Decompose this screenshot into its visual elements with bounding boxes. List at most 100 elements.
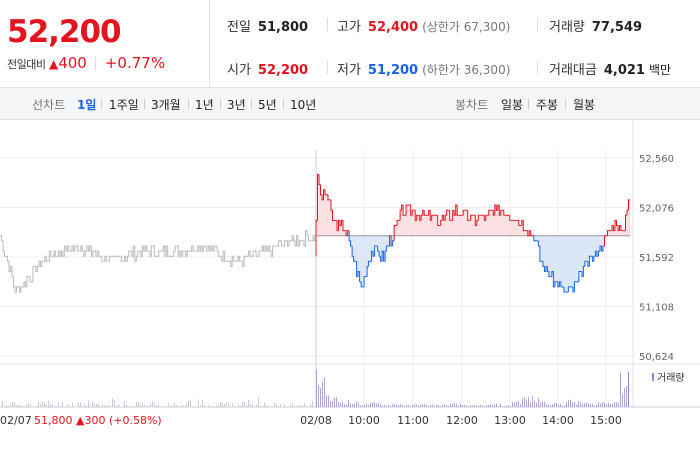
volume-bar bbox=[598, 402, 599, 407]
down-line-segment bbox=[366, 265, 369, 277]
low-price: 저가 51,200 (하한가 36,300) bbox=[337, 59, 510, 78]
volume-bar bbox=[284, 404, 285, 407]
tab-3year[interactable]: 3년 bbox=[227, 98, 246, 112]
area-segment bbox=[620, 230, 623, 236]
area-segment bbox=[535, 235, 538, 241]
up-line-segment bbox=[431, 214, 434, 221]
volume-bar bbox=[616, 402, 617, 407]
volume-bar bbox=[100, 406, 101, 407]
area-segment bbox=[451, 220, 454, 236]
area-segment bbox=[391, 235, 393, 246]
area-segment bbox=[349, 235, 351, 241]
area-segment bbox=[394, 225, 396, 236]
high-price: 고가 52,400 (상한가 67,300) bbox=[337, 16, 510, 35]
up-line-segment bbox=[500, 209, 503, 216]
down-line-segment bbox=[563, 286, 566, 293]
area-segment bbox=[602, 235, 605, 246]
area-segment bbox=[383, 235, 386, 262]
volume-bar bbox=[378, 403, 379, 407]
volume-bar bbox=[358, 402, 359, 407]
area-segment bbox=[386, 235, 389, 246]
area-segment bbox=[440, 220, 443, 236]
area-segment bbox=[584, 235, 587, 262]
divider bbox=[327, 18, 328, 31]
volume-bar bbox=[344, 404, 345, 407]
volume-bar bbox=[508, 405, 509, 407]
area-segment bbox=[443, 220, 446, 236]
tab-monthly-candle[interactable]: 월봉 bbox=[573, 98, 596, 112]
volume-bar bbox=[220, 402, 221, 407]
volume-bar bbox=[382, 405, 383, 407]
area-segment bbox=[508, 215, 511, 236]
area-segment bbox=[428, 210, 431, 236]
area-segment bbox=[340, 225, 342, 236]
area-segment bbox=[491, 210, 494, 236]
volume-bar bbox=[226, 401, 227, 407]
prev-close: 전일 51,800 bbox=[227, 16, 308, 35]
area-segment bbox=[470, 215, 473, 236]
volume-bar bbox=[372, 402, 373, 407]
up-line-segment bbox=[628, 199, 630, 211]
volume-bar bbox=[532, 395, 533, 407]
tab-5year[interactable]: 5년 bbox=[258, 98, 277, 112]
up-line-segment bbox=[485, 214, 488, 221]
volume-bar bbox=[258, 397, 259, 407]
area-segment bbox=[344, 230, 347, 236]
volume-bar bbox=[592, 403, 593, 407]
volume-bar bbox=[212, 406, 213, 407]
volume-bar bbox=[264, 402, 265, 407]
tab-daily-candle[interactable]: 일봉 bbox=[501, 98, 524, 112]
area-segment bbox=[422, 210, 425, 236]
y-tick-label: 52,076 bbox=[639, 204, 674, 215]
high-value: 52,400 bbox=[367, 20, 419, 35]
area-segment bbox=[593, 235, 596, 257]
volume-bar bbox=[564, 405, 565, 407]
tab-1week[interactable]: 1주일 bbox=[109, 98, 139, 112]
tab-3month[interactable]: 3개월 bbox=[151, 98, 181, 112]
area-segment bbox=[337, 230, 339, 236]
area-segment bbox=[565, 235, 568, 292]
area-segment bbox=[455, 205, 458, 236]
volume-bar bbox=[340, 402, 341, 407]
volume-bar bbox=[460, 404, 461, 407]
volume-bar bbox=[14, 402, 15, 407]
area-segment bbox=[373, 235, 375, 257]
area-segment bbox=[469, 220, 472, 236]
volume-bar bbox=[222, 402, 223, 407]
area-segment bbox=[580, 235, 583, 272]
volume-bar bbox=[112, 398, 113, 407]
prev-day-summary: 51,800 ▲300 (+0.58%) bbox=[34, 414, 162, 427]
up-line-segment bbox=[336, 220, 339, 232]
volume-bar bbox=[392, 404, 393, 407]
tab-10year[interactable]: 10년 bbox=[290, 98, 317, 112]
volume-bar bbox=[184, 406, 185, 407]
up-line-segment bbox=[327, 194, 330, 201]
area-segment bbox=[523, 230, 526, 236]
volume-bar bbox=[584, 402, 585, 407]
area-segment bbox=[424, 215, 426, 236]
volume-bar bbox=[300, 405, 301, 407]
volume-bar bbox=[400, 404, 401, 407]
volume-bar bbox=[140, 405, 141, 407]
area-segment bbox=[319, 184, 321, 236]
volume-bar bbox=[432, 404, 433, 407]
area-segment bbox=[458, 215, 461, 236]
tab-1day[interactable]: 1일 bbox=[77, 98, 97, 112]
volume-bar bbox=[414, 403, 415, 407]
area-segment bbox=[331, 210, 333, 236]
area-segment bbox=[587, 235, 590, 267]
x-tick-label: 10:00 bbox=[348, 414, 380, 427]
volume-bar bbox=[610, 404, 611, 407]
tab-weekly-candle[interactable]: 주봉 bbox=[536, 98, 559, 112]
area-segment bbox=[544, 235, 547, 272]
volume-bar bbox=[162, 405, 163, 407]
tab-1year[interactable]: 1년 bbox=[195, 98, 214, 112]
volume-bar bbox=[600, 403, 601, 407]
area-segment bbox=[350, 235, 353, 246]
change-percent: +0.77% bbox=[104, 54, 166, 72]
volume-bar bbox=[106, 405, 107, 407]
volume-bar bbox=[586, 402, 587, 407]
volume-bar bbox=[450, 403, 451, 407]
area-segment bbox=[353, 235, 356, 262]
area-segment bbox=[454, 215, 457, 236]
